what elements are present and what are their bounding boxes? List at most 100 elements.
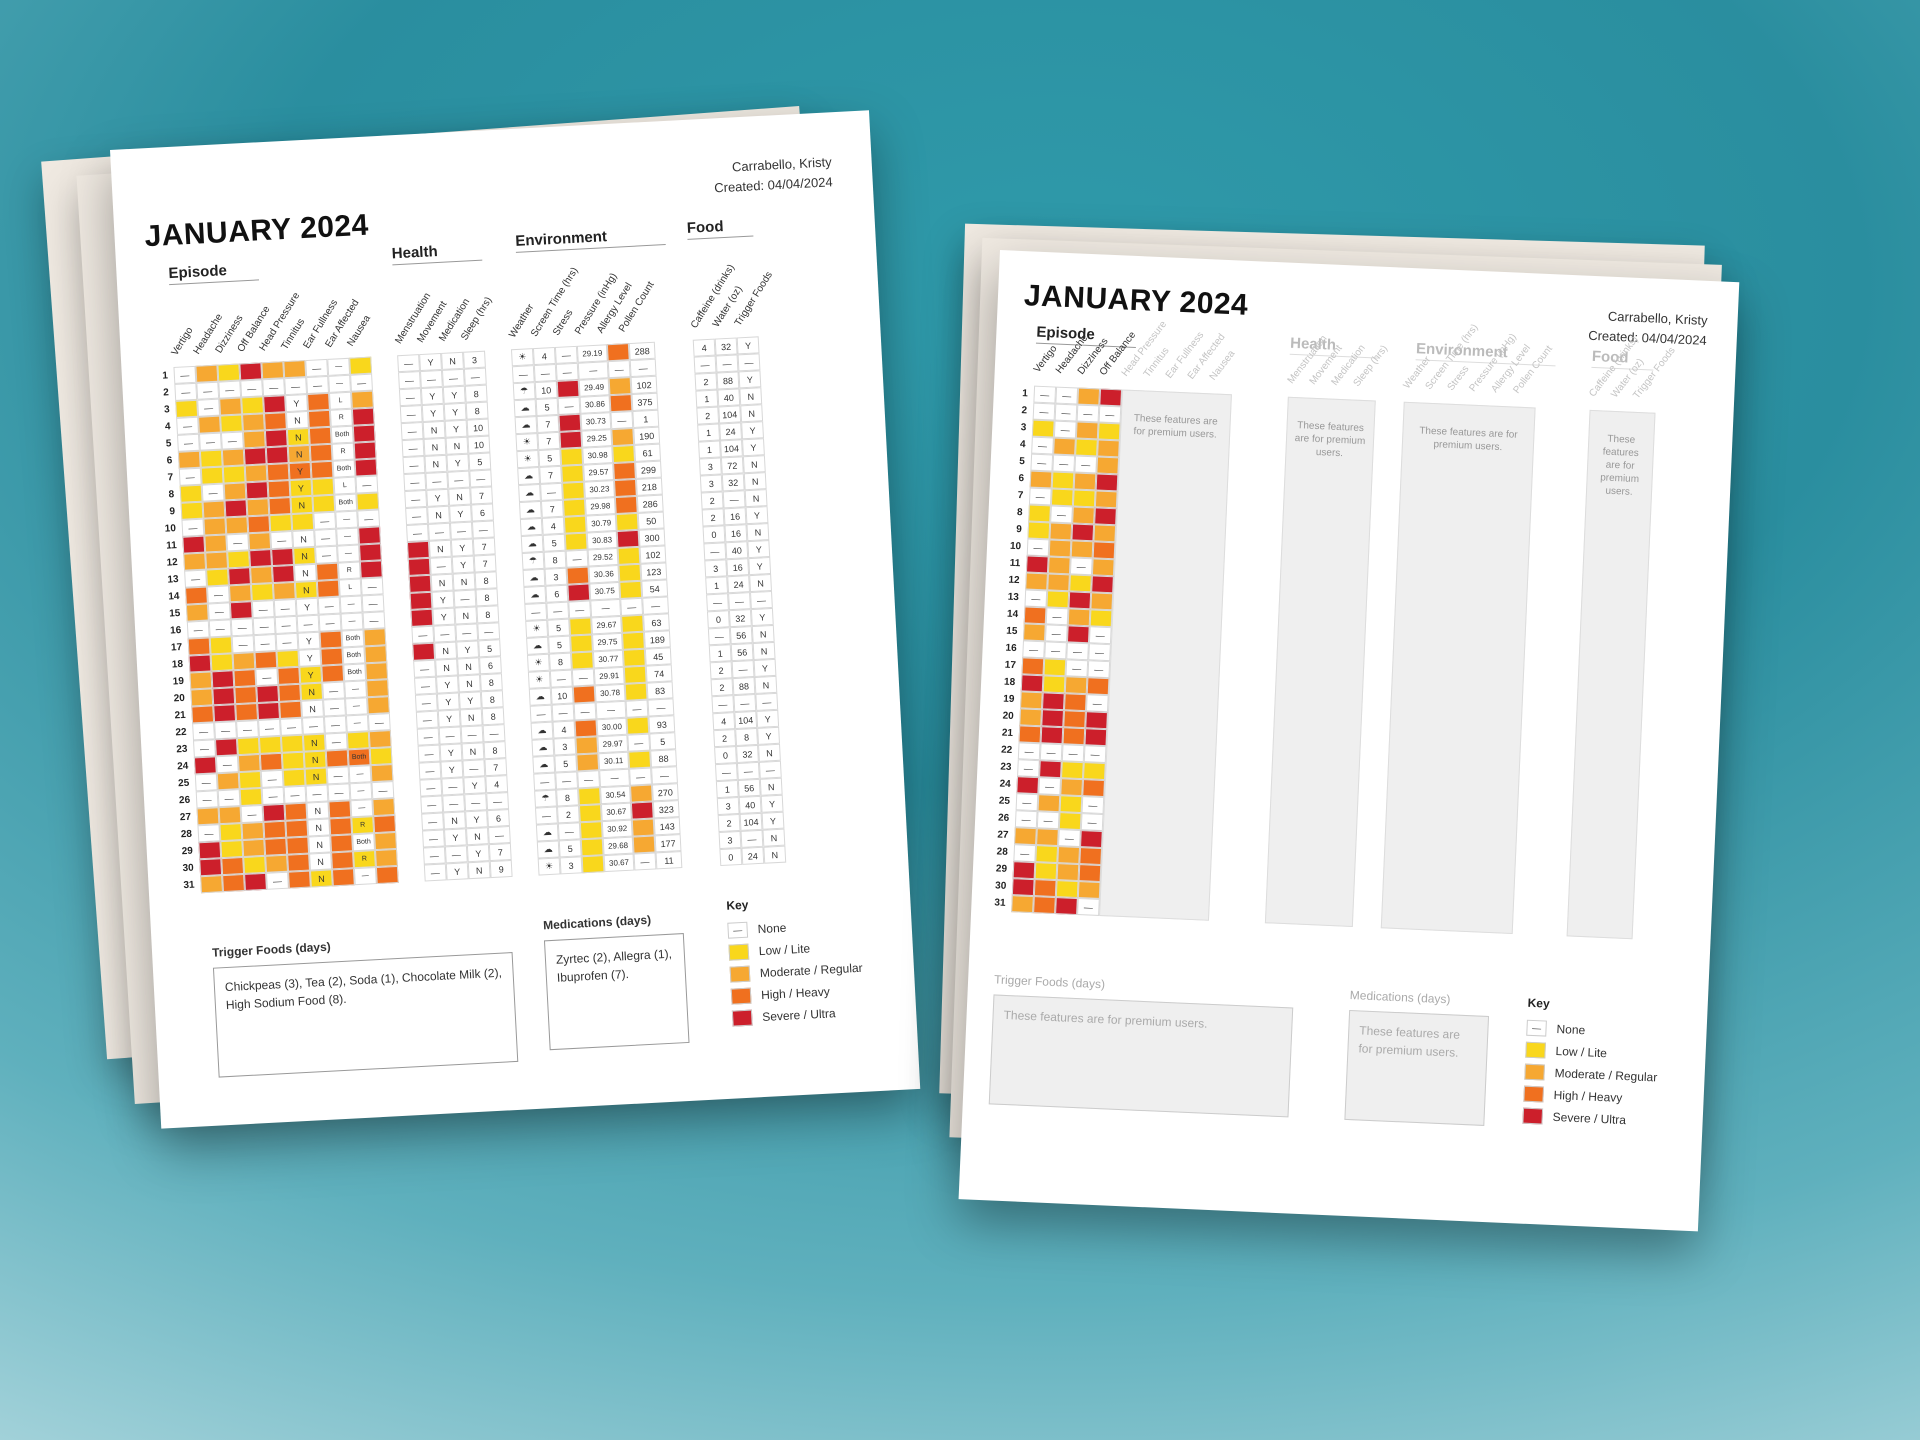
- health-cell: [412, 642, 436, 661]
- episode-cell: —: [1081, 796, 1105, 815]
- food-cell: 2: [709, 661, 733, 680]
- episode-cell: [1092, 541, 1116, 560]
- food-cell: 4: [712, 712, 736, 731]
- health-cell: 5: [478, 639, 502, 658]
- episode-cell: [309, 443, 333, 462]
- episode-cell: L: [329, 391, 352, 410]
- episode-cell: N: [301, 699, 324, 718]
- episode-cell: —: [218, 380, 242, 399]
- episode-cell: [200, 466, 224, 485]
- episode-cell: [262, 803, 286, 822]
- health-cell: 6: [471, 503, 494, 522]
- environment-cell: —: [546, 601, 570, 620]
- episode-cell: [1019, 708, 1043, 727]
- environment-cell: 270: [651, 783, 679, 802]
- environment-cell: ☁: [513, 399, 537, 418]
- health-cell: N: [430, 573, 454, 592]
- episode-cell: [349, 356, 373, 375]
- environment-cell: —: [533, 363, 557, 383]
- environment-cell: ☀: [516, 449, 540, 469]
- episode-cell: [214, 738, 238, 757]
- environment-cell: ☀: [525, 619, 549, 638]
- environment-cell: [556, 379, 580, 398]
- episode-cell: [249, 549, 272, 568]
- food-cell: Y: [750, 607, 774, 627]
- food-cell: 104: [718, 405, 742, 424]
- episode-cell: [1025, 572, 1048, 591]
- health-cell: Y: [443, 402, 467, 421]
- episode-cell: L: [333, 476, 357, 495]
- health-cell: —: [425, 471, 449, 490]
- episode-cell: —: [178, 467, 202, 486]
- health-cell: N: [424, 454, 448, 473]
- episode-cell: [198, 415, 221, 434]
- episode-cell: [1031, 419, 1055, 438]
- episode-cell: —: [315, 545, 338, 564]
- episode-cell: [320, 647, 344, 666]
- episode-cell: [268, 497, 292, 516]
- episode-cell: —: [1015, 793, 1039, 812]
- episode-cell: —: [322, 681, 346, 700]
- episode-cell: [191, 705, 215, 724]
- environment-cell: 5: [542, 533, 566, 552]
- environment-cell: ☁: [531, 738, 555, 757]
- episode-cell: [1093, 524, 1117, 543]
- episode-cell: [1073, 472, 1097, 491]
- episode-cell: —: [181, 518, 205, 537]
- food-cell: 88: [732, 676, 756, 696]
- episode-cell: [1034, 862, 1058, 881]
- food-cell: Y: [747, 540, 771, 559]
- health-cell: —: [463, 367, 487, 386]
- health-cell: N: [452, 572, 476, 591]
- trigger-foods-label: Trigger Foods (days): [993, 972, 1106, 992]
- environment-cell: [578, 787, 601, 806]
- health-cell: 8: [476, 605, 500, 624]
- day-number: 9: [1016, 523, 1023, 536]
- health-cell: —: [405, 506, 429, 526]
- owner-info: Carrabello, Kristy Created: 04/04/2024: [1588, 306, 1708, 351]
- environment-cell: 177: [654, 834, 682, 853]
- environment-cell: 5: [547, 618, 571, 637]
- environment-cell: [613, 478, 637, 498]
- environment-cell: 3: [559, 856, 583, 875]
- health-cell: —: [487, 825, 511, 845]
- health-cell: N: [457, 674, 481, 693]
- key-swatch: [729, 965, 751, 983]
- environment-cell: 299: [635, 460, 662, 479]
- environment-cell: 5: [548, 635, 571, 654]
- food-cell: Y: [745, 506, 769, 525]
- episode-cell: [1071, 523, 1095, 542]
- environment-cell: [580, 838, 604, 857]
- day-number: 11: [165, 540, 178, 552]
- environment-cell: [569, 617, 593, 636]
- health-cell: —: [416, 727, 440, 746]
- episode-cell: [1035, 845, 1059, 864]
- episode-cell: —: [327, 783, 351, 802]
- environment-cell: 323: [652, 800, 680, 819]
- episode-cell: [285, 819, 309, 838]
- episode-cell: [220, 414, 243, 433]
- episode-cell: [243, 855, 267, 874]
- environment-cell: ☁: [514, 416, 538, 435]
- environment-cell: 102: [639, 545, 667, 564]
- food-cell: 32: [714, 337, 738, 356]
- health-cell: N: [441, 351, 464, 370]
- episode-cell: —: [1050, 505, 1073, 524]
- day-number: 6: [166, 455, 173, 467]
- episode-cell: [198, 841, 222, 860]
- episode-cell: [307, 409, 331, 428]
- episode-cell: [1012, 861, 1036, 880]
- episode-cell: [366, 679, 389, 698]
- environment-cell: 102: [630, 375, 658, 395]
- day-number: 28: [180, 828, 193, 841]
- episode-cell: Y: [289, 478, 313, 498]
- episode-cell: [188, 654, 212, 673]
- day-number: 13: [167, 574, 179, 586]
- episode-cell: —: [1052, 454, 1076, 473]
- health-cell: N: [427, 505, 450, 524]
- episode-cell: [1070, 540, 1094, 559]
- day-number: 15: [1006, 625, 1018, 638]
- health-cell: Y: [439, 743, 463, 762]
- episode-cell: Both: [341, 629, 365, 648]
- health-cell: Y: [437, 709, 461, 728]
